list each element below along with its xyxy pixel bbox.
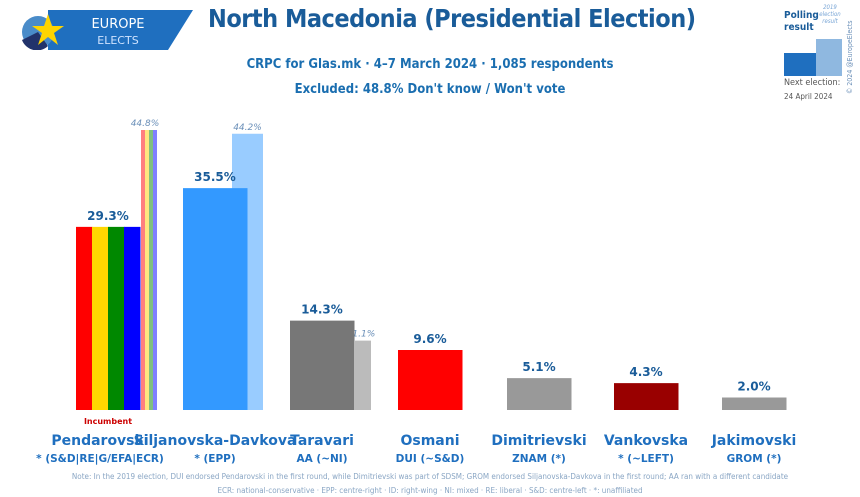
candidate-name: Vankovska: [604, 433, 688, 449]
chart-title: North Macedonia (Presidential Election): [208, 4, 696, 33]
prior-bar-segment: [141, 130, 145, 410]
candidate-affiliation: GROM (*): [727, 453, 782, 465]
footnote: Note: In the 2019 election, DUI endorsed…: [71, 472, 789, 481]
polling-value-label: 14.3%: [301, 303, 343, 317]
polling-bar: [507, 378, 572, 410]
legend: Polling result 2019 election result © 20…: [780, 4, 858, 104]
polling-bar: [722, 397, 787, 410]
polling-bar: [398, 350, 463, 410]
next-election-date: 24 April 2024: [784, 92, 833, 101]
next-election-label: Next election:: [784, 78, 841, 88]
prior-bar: [355, 340, 371, 410]
polling-bar: [183, 188, 248, 410]
candidate-name: Pendarovski: [51, 433, 148, 449]
candidate-affiliation: * (S&D|RE|G/EFA|ECR): [36, 453, 164, 465]
legend-polling-swatch: [784, 53, 816, 76]
candidate-name: Dimitrievski: [491, 433, 586, 449]
chart-subtitle: CRPC for Glas.mk · 4–7 March 2024 · 1,08…: [246, 57, 614, 72]
prior-bar-segment: [153, 130, 157, 410]
polling-value-label: 9.6%: [413, 332, 446, 346]
polling-value-label: 2.0%: [737, 380, 770, 394]
excluded-note: Excluded: 48.8% Don't know / Won't vote: [294, 82, 566, 97]
candidate-affiliation: DUI (~S&D): [396, 453, 465, 465]
candidate-name: Siljanovska-Davkova: [134, 433, 297, 449]
prior-value-label: 44.8%: [131, 119, 160, 129]
polling-bar: [614, 383, 679, 410]
legend-election-swatch: [816, 39, 842, 76]
legend-polling-label: Polling result: [784, 10, 819, 33]
incumbent-label: Incumbent: [84, 417, 132, 426]
polling-value-label: 4.3%: [629, 365, 662, 379]
candidate-affiliation: ZNAM (*): [512, 453, 566, 465]
polling-value-label: 5.1%: [522, 360, 555, 374]
candidate-name: Taravari: [290, 433, 354, 449]
candidate-affiliation: * (EPP): [194, 453, 235, 465]
legend-election-label: 2019 election result: [819, 4, 841, 25]
polling-bar: [124, 226, 141, 410]
prior-bar-segment: [145, 130, 149, 410]
prior-bar-segment: [149, 130, 153, 410]
polling-bar: [92, 226, 109, 410]
prior-value-label: 11.1%: [347, 330, 376, 340]
candidate-name: Osmani: [400, 433, 459, 449]
europe-elects-logo: EUROPE ELECTS: [22, 10, 193, 50]
polling-bar: [108, 226, 125, 410]
polling-value-label: 29.3%: [87, 209, 129, 223]
polling-value-label: 35.5%: [194, 170, 236, 184]
polling-bar: [290, 320, 355, 410]
svg-text:EUROPE: EUROPE: [91, 17, 144, 32]
candidate-affiliation: AA (~NI): [297, 453, 348, 465]
party-legend-note: ECR: national-conservative · EPP: centre…: [217, 486, 643, 495]
polling-bar: [76, 226, 93, 410]
svg-text:ELECTS: ELECTS: [97, 34, 138, 47]
candidate-affiliation: * (~LEFT): [618, 453, 674, 465]
candidate-name: Jakimovski: [711, 433, 797, 449]
prior-value-label: 44.2%: [233, 123, 262, 133]
